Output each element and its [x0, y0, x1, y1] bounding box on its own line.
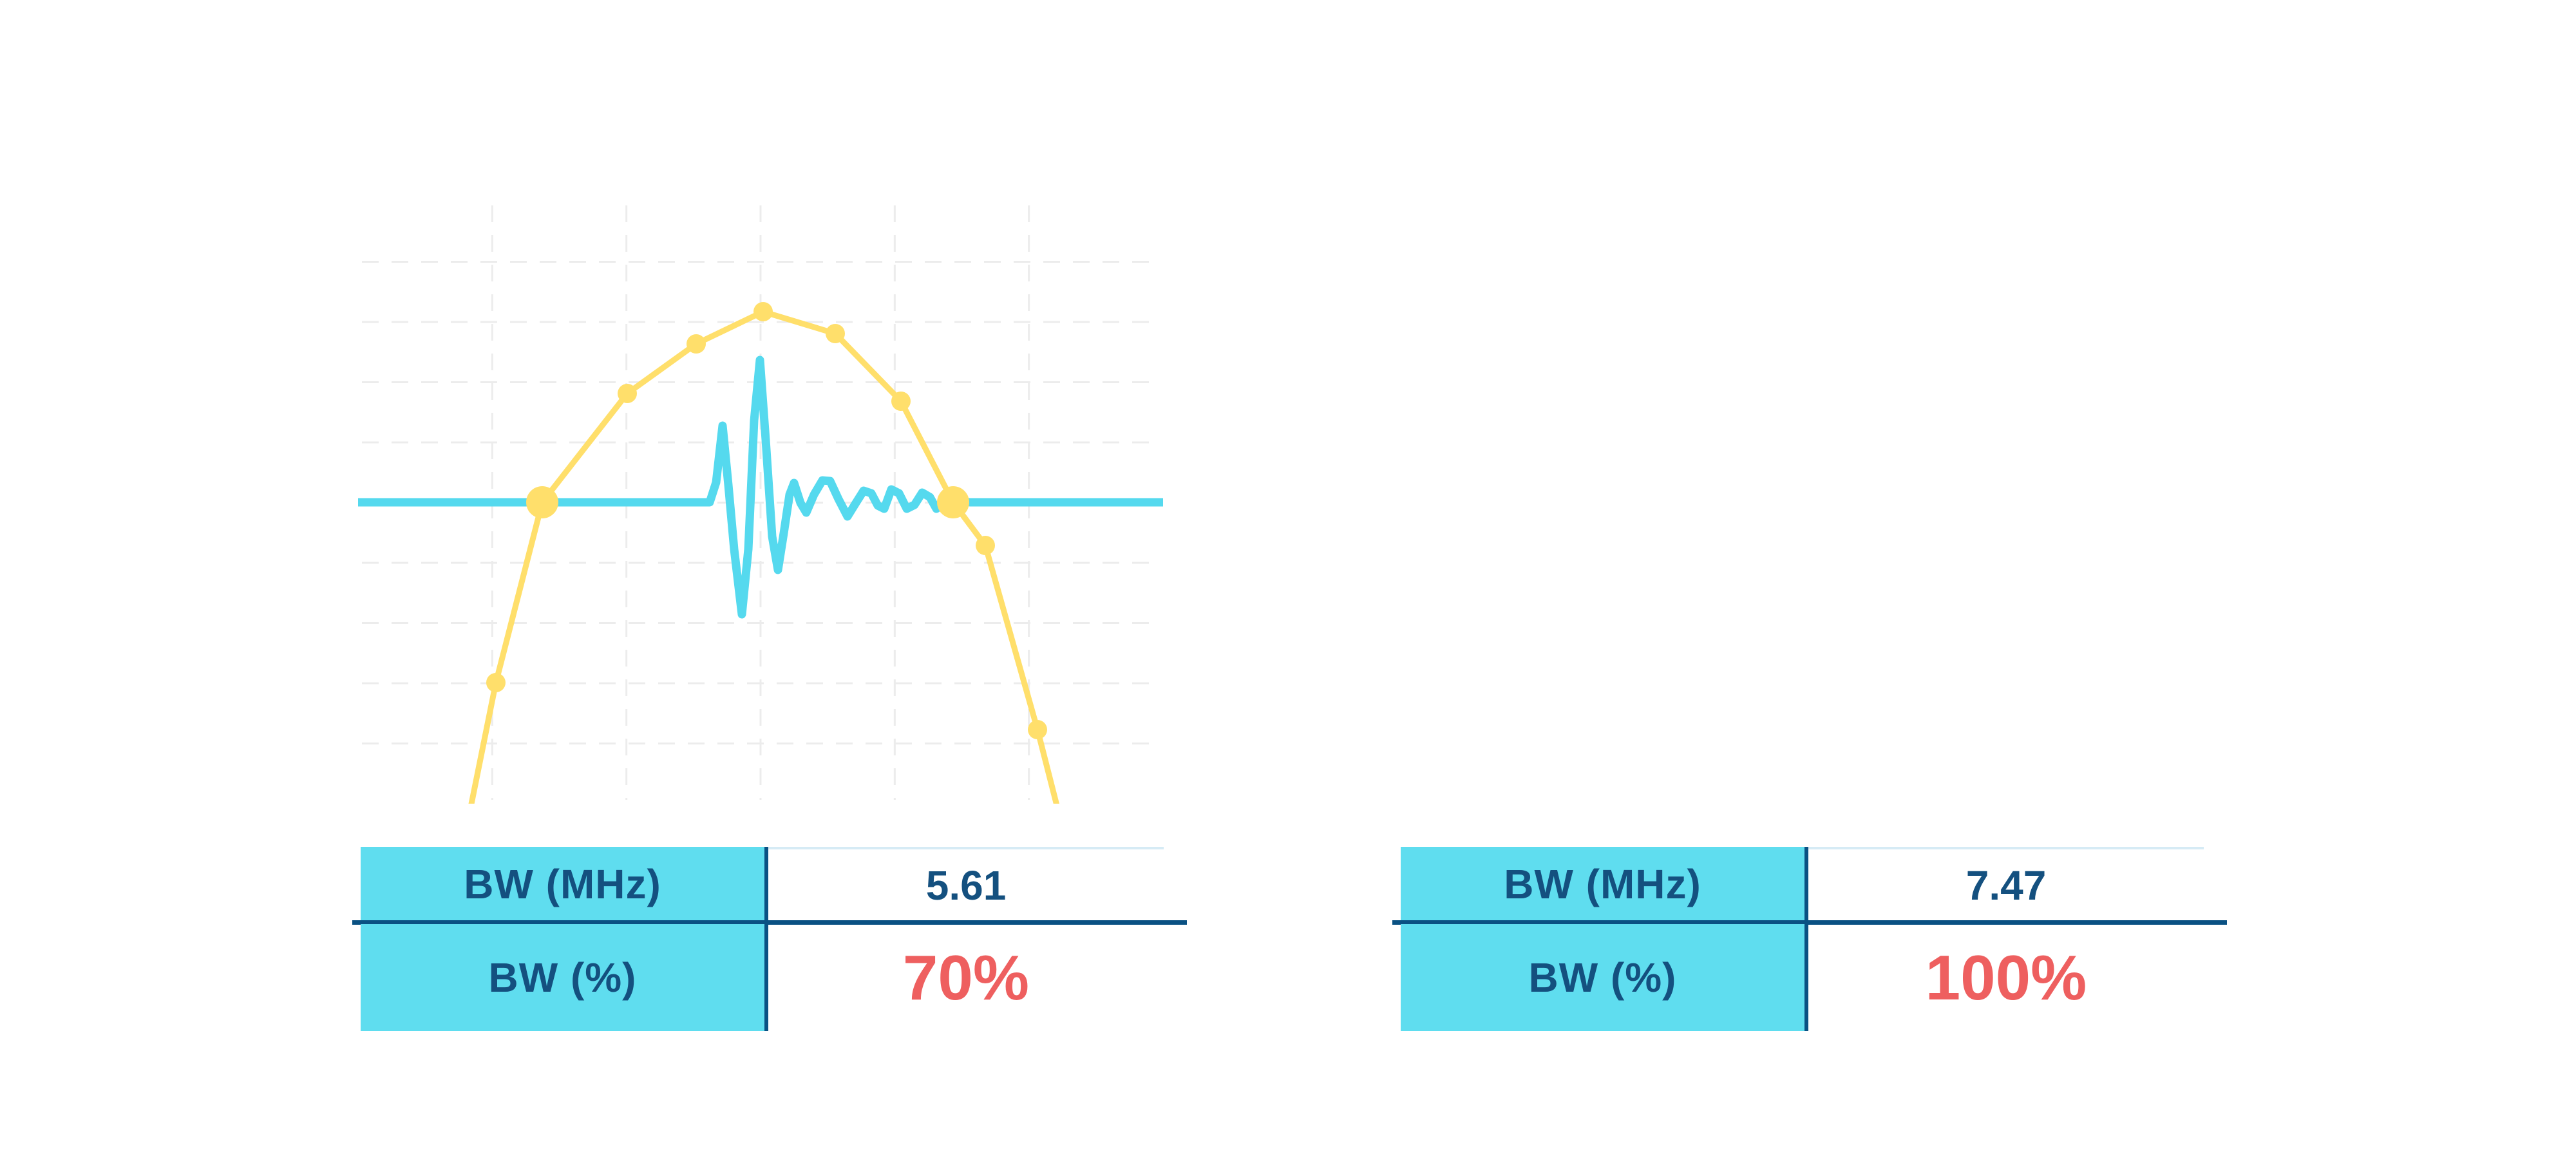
bw-table-right: BW (MHz) 7.47 BW (%) 100%: [1392, 847, 2227, 1031]
bandwidth-crossing-marker: [937, 486, 969, 518]
pulse-waveform: [358, 355, 1163, 619]
spectrum-marker: [826, 324, 845, 343]
spectrum-marker: [753, 302, 773, 321]
bw-mhz-label-cell: BW (MHz): [361, 847, 768, 922]
bw-mhz-value: 7.47: [1965, 862, 2047, 909]
spectrum-marker: [976, 536, 995, 555]
table-row: BW (MHz) 7.47: [1401, 847, 2204, 922]
table-divider-line: [352, 920, 1187, 925]
table-row: BW (MHz) 5.61: [361, 847, 1164, 922]
bw-mhz-value: 5.61: [925, 862, 1007, 909]
spectrum-chart-right: [1401, 202, 2206, 804]
spectrum-chart-left-svg: [358, 205, 1163, 804]
spectrum-marker: [891, 392, 911, 411]
spectrum-marker: [687, 334, 706, 354]
spectrum-marker: [618, 384, 637, 403]
spectrum-curve: [468, 308, 1059, 804]
table-row: BW (%) 70%: [361, 924, 1164, 1031]
bw-pct-value-cell: 100%: [1808, 924, 2204, 1031]
bw-pct-label: BW (%): [488, 954, 637, 1001]
bw-mhz-label: BW (MHz): [1504, 861, 1701, 907]
bw-mhz-label: BW (MHz): [464, 861, 661, 907]
bw-table-left: BW (MHz) 5.61 BW (%) 70%: [352, 847, 1187, 1031]
bw-pct-label-cell: BW (%): [1401, 924, 1808, 1031]
spectrum-chart-right-svg: [1401, 202, 2206, 804]
bw-mhz-label-cell: BW (MHz): [1401, 847, 1808, 922]
bandwidth-crossing-marker: [526, 486, 558, 518]
bw-mhz-value-cell: 7.47: [1808, 847, 2204, 922]
table-divider-line: [1392, 920, 2227, 925]
bw-pct-label: BW (%): [1528, 954, 1677, 1001]
spectrum-chart-left: [358, 202, 1163, 804]
table-row: BW (%) 100%: [1401, 924, 2204, 1031]
bw-pct-value-cell: 70%: [768, 924, 1164, 1031]
spectrum-marker: [1028, 720, 1047, 739]
bw-pct-label-cell: BW (%): [361, 924, 768, 1031]
bw-mhz-value-cell: 5.61: [768, 847, 1164, 922]
bw-pct-value: 100%: [1925, 941, 2087, 1013]
spectrum-marker: [486, 673, 506, 692]
bw-pct-value: 70%: [902, 941, 1030, 1013]
